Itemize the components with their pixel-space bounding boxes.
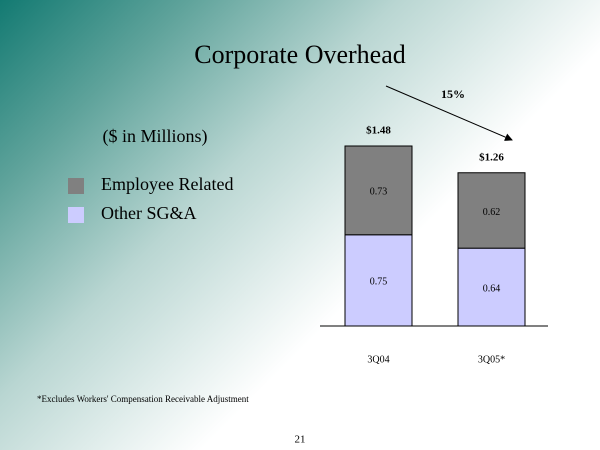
subtitle: ($ in Millions) [102, 126, 207, 147]
page-number: 21 [295, 434, 306, 446]
legend-swatch [68, 178, 84, 194]
bar-segment [344, 234, 413, 327]
legend-label: Employee Related [101, 174, 233, 194]
legend-swatch [68, 207, 84, 223]
chart-title: Corporate Overhead [194, 40, 406, 69]
total-label: $1.48 [366, 125, 391, 137]
total-label: $1.26 [479, 151, 504, 163]
value-label: 0.62 [483, 207, 501, 218]
legend-label: Other SG&A [101, 203, 197, 223]
value-label: 0.73 [370, 187, 388, 198]
bar-segment [457, 247, 526, 327]
bar-segment [344, 145, 413, 236]
footnote: *Excludes Workers' Compensation Receivab… [37, 394, 249, 404]
value-label: 0.75 [370, 277, 388, 288]
change-annotation: 15% [441, 87, 465, 101]
bar-segment [457, 172, 526, 249]
change-arrow [385, 85, 513, 141]
x-tick-label: 3Q04 [367, 354, 389, 365]
value-label: 0.64 [483, 283, 501, 294]
x-tick-label: 3Q05* [478, 354, 505, 365]
